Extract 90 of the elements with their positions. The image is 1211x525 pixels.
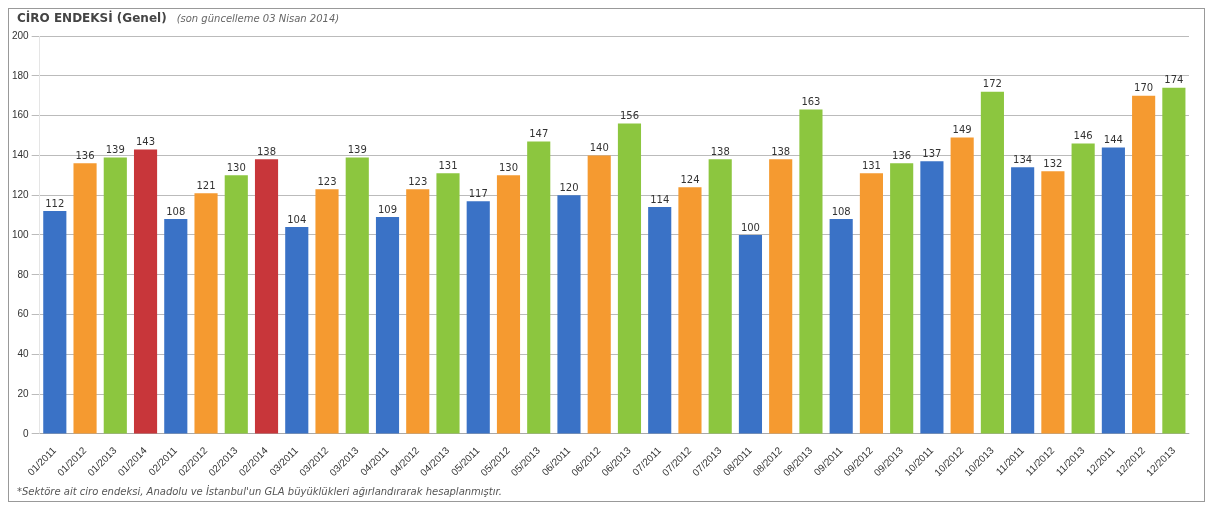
bar <box>1162 87 1186 434</box>
data-label: 137 <box>922 147 942 159</box>
bar <box>950 137 974 434</box>
data-label: 131 <box>438 159 458 171</box>
y-tick-label: 20 <box>17 387 30 399</box>
data-label: 121 <box>196 179 216 191</box>
bar <box>678 187 702 434</box>
data-label: 149 <box>952 124 972 136</box>
bar <box>406 189 430 434</box>
bar <box>920 161 944 434</box>
data-label: 147 <box>529 128 549 140</box>
y-tick-label: 80 <box>17 268 30 280</box>
data-label: 143 <box>136 136 156 148</box>
bar <box>73 163 97 434</box>
data-label: 109 <box>377 203 398 215</box>
bar <box>648 207 672 434</box>
data-label: 134 <box>1013 153 1033 165</box>
data-label: 156 <box>619 110 640 122</box>
bar <box>1132 95 1156 434</box>
chart-title: CİRO ENDEKSİ (Genel) <box>17 11 167 25</box>
data-label: 138 <box>256 145 277 157</box>
data-label: 114 <box>650 193 670 205</box>
bar <box>587 155 611 434</box>
bar <box>829 219 853 434</box>
bar <box>617 123 642 434</box>
data-label: 130 <box>226 161 246 173</box>
y-tick-label: 120 <box>12 188 30 200</box>
data-label: 136 <box>892 149 912 161</box>
data-label: 140 <box>589 141 609 153</box>
data-label: 120 <box>559 181 579 193</box>
y-tick-label: 100 <box>12 228 30 240</box>
bar <box>254 159 279 434</box>
data-label: 117 <box>468 187 488 199</box>
data-label: 172 <box>982 78 1002 90</box>
y-tick-label: 60 <box>17 308 30 320</box>
data-label: 139 <box>105 143 125 155</box>
data-label: 123 <box>317 175 337 187</box>
bar <box>890 163 914 434</box>
data-label: 132 <box>1043 157 1063 169</box>
bar <box>799 109 823 434</box>
data-label: 136 <box>75 149 95 161</box>
bar <box>133 149 158 434</box>
data-label: 112 <box>45 197 65 209</box>
data-label: 104 <box>287 213 307 225</box>
bar <box>164 219 188 434</box>
data-label: 163 <box>801 96 821 108</box>
bar <box>103 157 127 434</box>
data-label: 108 <box>166 205 186 217</box>
data-label: 139 <box>347 143 367 155</box>
bar <box>769 159 793 434</box>
y-tick-label: 200 <box>12 29 30 41</box>
bar <box>224 175 248 434</box>
bar <box>345 157 369 434</box>
bar <box>708 159 732 434</box>
data-label: 170 <box>1134 82 1154 94</box>
bar <box>496 175 521 434</box>
data-label: 144 <box>1103 134 1123 146</box>
data-label: 108 <box>831 205 851 217</box>
y-tick-label: 140 <box>12 149 30 161</box>
bar <box>466 201 490 434</box>
bar <box>1011 167 1035 434</box>
bar <box>194 193 218 434</box>
bar <box>43 211 67 434</box>
bar <box>557 195 581 434</box>
bar <box>859 173 883 434</box>
bar <box>980 91 1004 434</box>
y-tick-label: 180 <box>12 69 30 81</box>
data-label: 100 <box>740 221 760 233</box>
bar <box>1101 147 1125 434</box>
bar <box>738 234 763 434</box>
bar <box>375 217 400 434</box>
data-label: 138 <box>771 145 791 157</box>
data-label: 146 <box>1073 130 1093 142</box>
bar <box>285 227 309 434</box>
y-tick-label: 40 <box>17 348 30 360</box>
y-tick-label: 160 <box>12 109 30 121</box>
bar <box>1071 143 1095 434</box>
data-label: 124 <box>680 173 700 185</box>
bar <box>1041 171 1065 434</box>
text: *Sektöre ait ciro endeksi, Anadolu ve İstanbul'un GLA büyüklükleri ağırlandırarak hesaplanmıştır. <box>16 484 503 499</box>
chart-subtitle: (son güncelleme 03 Nisan 2014) <box>176 13 340 24</box>
data-label: 138 <box>710 145 730 157</box>
bar <box>436 173 460 434</box>
data-label: 130 <box>498 161 519 173</box>
data-label: 174 <box>1164 74 1184 86</box>
bar <box>527 141 551 434</box>
data-label: 123 <box>408 175 428 187</box>
data-label: 131 <box>861 159 881 171</box>
bar <box>315 189 339 434</box>
y-tick-label: 0 <box>23 427 30 439</box>
